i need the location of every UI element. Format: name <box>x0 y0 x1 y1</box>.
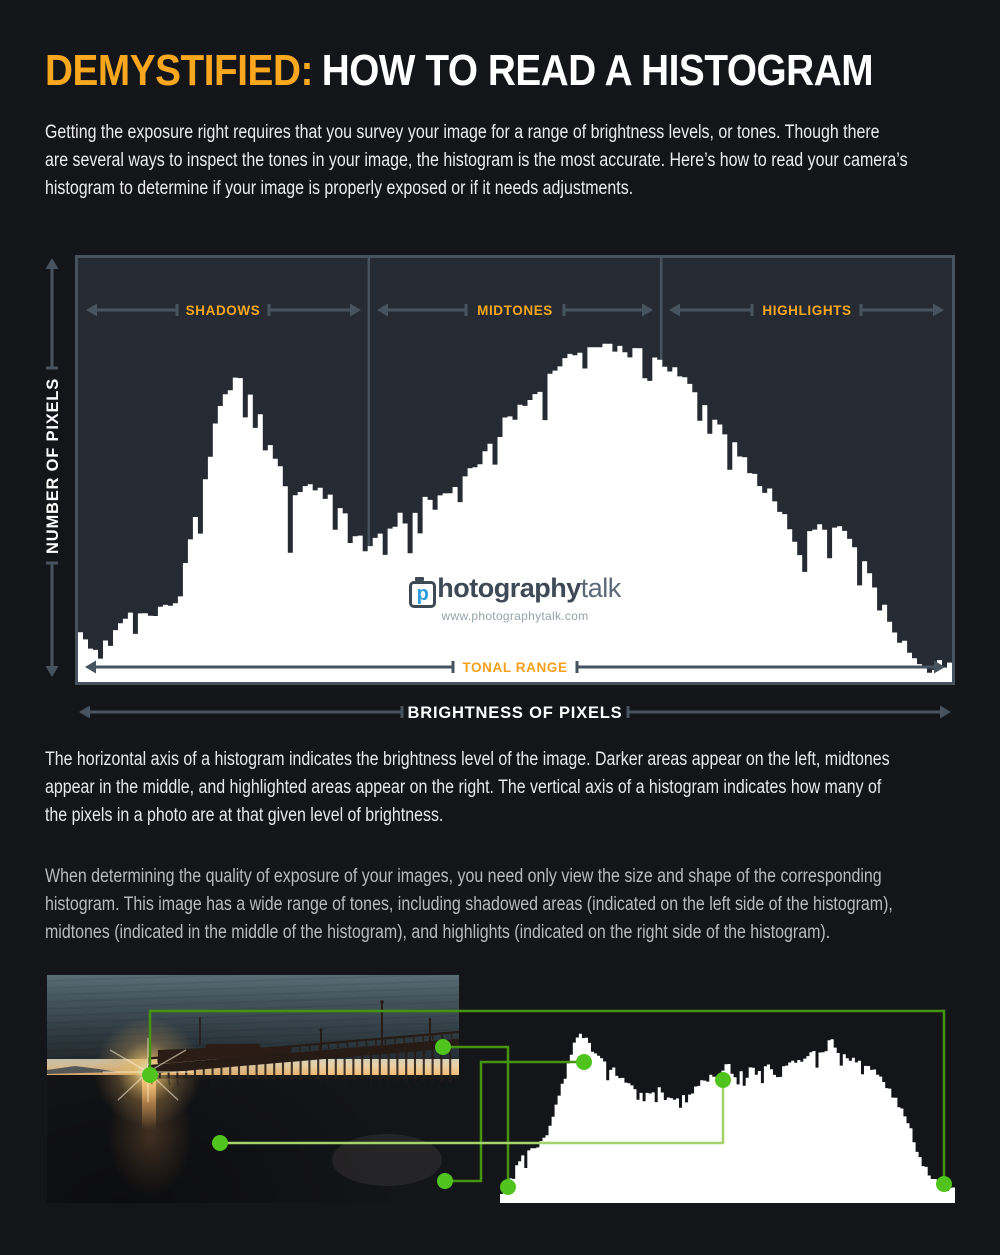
logo-brand: p hotographytalk <box>365 573 665 608</box>
distant-headland <box>47 1066 117 1074</box>
main-histogram-bars <box>78 343 952 682</box>
shadows-label: SHADOWS <box>186 303 261 318</box>
intro-paragraph: Getting the exposure right requires that… <box>45 119 908 203</box>
pier-reflections <box>150 1078 444 1103</box>
link-sand-to-shadow-peak <box>445 1060 584 1183</box>
logo-text-light: talk <box>580 573 622 603</box>
intro-line-2: are several ways to inspect the tones in… <box>45 150 908 171</box>
midtones-label: MIDTONES <box>477 303 553 318</box>
logo-url: www.photographytalk.com <box>441 609 589 623</box>
exposure-line-3: midtones (indicated in the middle of the… <box>45 922 831 943</box>
exposure-line-1: When determining the quality of exposure… <box>45 866 882 887</box>
pier-silhouette <box>47 1000 459 1186</box>
intro-line-1: Getting the exposure right requires that… <box>45 122 880 143</box>
photographytalk-logo: p hotographytalk www.photographytalk.com <box>365 573 665 623</box>
diagram-arrows <box>45 258 951 719</box>
page-title: DEMYSTIFIED: HOW TO READ A HISTOGRAM <box>45 46 873 96</box>
intro-line-3: histogram to determine if your image is … <box>45 178 634 199</box>
title-rest: HOW TO READ A HISTOGRAM <box>321 46 874 95</box>
axis-line-3: the pixels in a photo are at that given … <box>45 805 444 826</box>
camera-p-icon: p <box>409 577 437 608</box>
logo-text-bold: hotography <box>437 573 581 603</box>
axis-line-1: The horizontal axis of a histogram indic… <box>45 749 890 770</box>
main-histogram-chart: SHADOWS MIDTONES HIGHLIGHTS TONAL RANGE … <box>44 255 955 722</box>
sun-reflection-streak <box>142 1075 156 1130</box>
pier-structure <box>147 1000 459 1074</box>
exposure-explanation-paragraph: When determining the quality of exposure… <box>45 863 893 947</box>
highlights-label: HIGHLIGHTS <box>762 303 851 318</box>
exposure-line-2: histogram. This image has a wide range o… <box>45 894 893 915</box>
axis-line-2: appear in the middle, and highlighted ar… <box>45 777 882 798</box>
title-highlight: DEMYSTIFIED: <box>45 46 313 95</box>
y-axis-label: NUMBER OF PIXELS <box>44 378 62 554</box>
axis-explanation-paragraph: The horizontal axis of a histogram indic… <box>45 746 890 830</box>
example-histogram-bars <box>500 1033 955 1203</box>
x-axis-label: BRIGHTNESS OF PIXELS <box>408 704 623 722</box>
camera-viewfinder-bump <box>415 577 425 581</box>
lens-flare <box>332 1134 442 1186</box>
tonal-range-label: TONAL RANGE <box>462 660 567 675</box>
pier-photo <box>47 975 459 1203</box>
pier-water-shadow <box>148 1075 459 1079</box>
